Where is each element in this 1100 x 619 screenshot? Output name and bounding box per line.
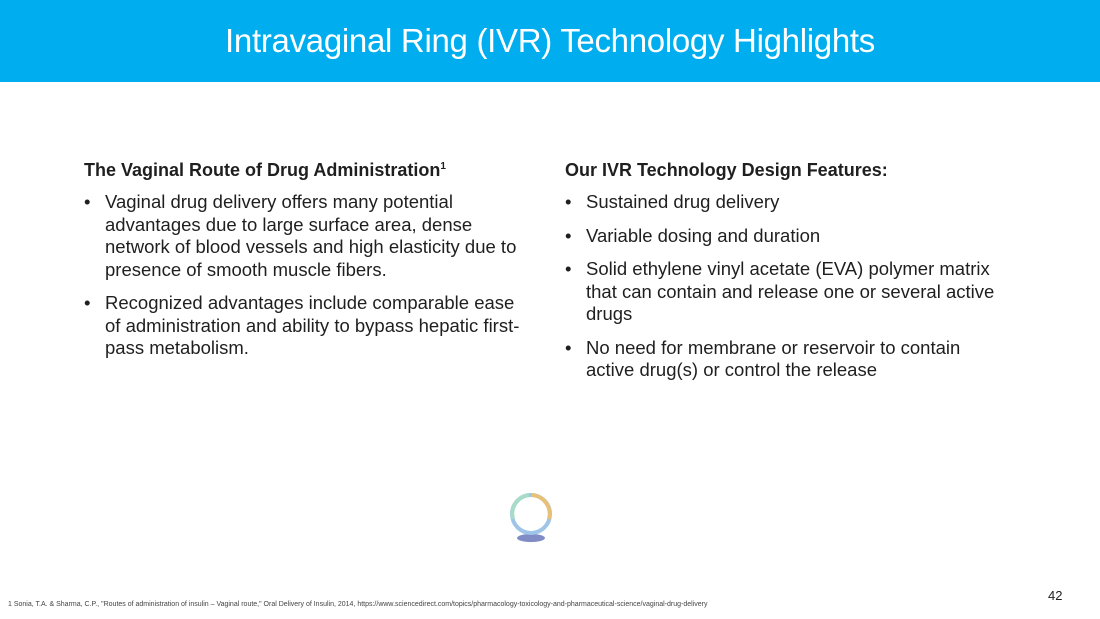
left-heading: The Vaginal Route of Drug Administration…	[84, 160, 446, 180]
right-column: Our IVR Technology Design Features: Sust…	[565, 160, 1005, 393]
left-column: The Vaginal Route of Drug Administration…	[84, 160, 524, 371]
list-item: Sustained drug delivery	[565, 191, 1005, 214]
list-item: Solid ethylene vinyl acetate (EVA) polym…	[565, 258, 1005, 326]
page-title: Intravaginal Ring (IVR) Technology Highl…	[225, 22, 875, 59]
list-item: Variable dosing and duration	[565, 225, 1005, 248]
list-item: Vaginal drug delivery offers many potent…	[84, 191, 524, 281]
list-item: No need for membrane or reservoir to con…	[565, 337, 1005, 382]
list-item: Recognized advantages include comparable…	[84, 292, 524, 360]
page-number: 42	[1048, 588, 1063, 603]
right-heading: Our IVR Technology Design Features:	[565, 160, 888, 180]
title-bar: Intravaginal Ring (IVR) Technology Highl…	[0, 0, 1100, 82]
footnote: 1 Sonia, T.A. & Sharma, C.P., "Routes of…	[8, 601, 708, 608]
ring-icon	[510, 493, 552, 542]
